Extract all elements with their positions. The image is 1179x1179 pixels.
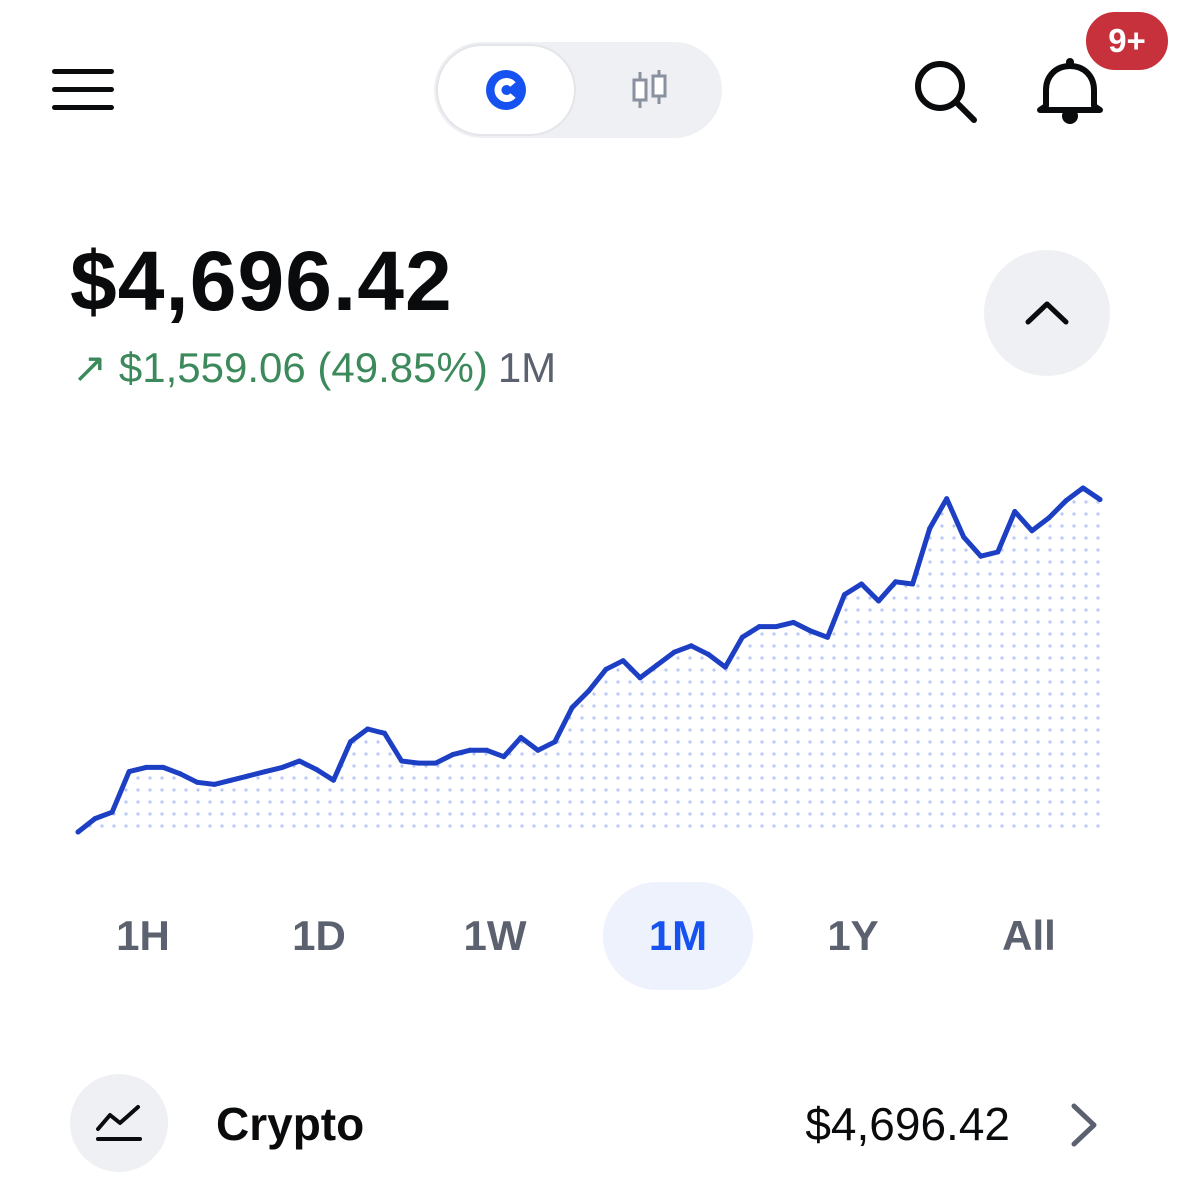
- portfolio-change: ↗ $1,559.06 (49.85%) 1M: [72, 342, 556, 394]
- chart-point: [279, 764, 285, 770]
- candlestick-icon: [632, 70, 667, 108]
- chart-point: [433, 760, 439, 766]
- chevron-right-icon: [1071, 1103, 1097, 1147]
- chart-point: [314, 767, 319, 772]
- chart-point: [773, 624, 779, 630]
- collapse-button[interactable]: [984, 250, 1110, 376]
- chart-point: [535, 747, 541, 753]
- chart-point: [688, 643, 694, 649]
- change-period: 1M: [497, 344, 557, 391]
- bell-icon: [1037, 58, 1103, 124]
- change-amount: $1,559.06 (49.85%): [118, 344, 488, 391]
- chart-point: [75, 829, 81, 835]
- chart-point: [654, 662, 660, 668]
- chart-point: [893, 579, 899, 585]
- chart-line-icon: [70, 1074, 168, 1172]
- asset-row-crypto[interactable]: Crypto $4,696.42: [70, 1074, 1110, 1174]
- chart-point: [961, 534, 967, 540]
- chart-point: [365, 726, 371, 732]
- chart-point: [927, 526, 933, 531]
- chart-point: [569, 705, 575, 711]
- chart-point: [399, 758, 405, 764]
- portfolio-chart[interactable]: [0, 460, 1179, 860]
- chart-point: [825, 634, 830, 640]
- chart-point: [450, 752, 456, 758]
- chart-point: [245, 773, 251, 779]
- chart-point: [177, 771, 183, 777]
- chart-point: [842, 592, 847, 598]
- coinbase-logo-icon: [486, 70, 526, 110]
- chart-point: [467, 747, 473, 753]
- chart-point: [790, 619, 796, 625]
- chart-point: [518, 735, 524, 740]
- chart-point: [211, 781, 217, 787]
- toggle-trade[interactable]: [580, 42, 720, 138]
- chart-points: [75, 485, 1103, 835]
- range-1m[interactable]: 1M: [603, 882, 753, 990]
- time-range-selector: 1H 1D 1W 1M 1Y All: [56, 882, 1126, 992]
- menu-line: [52, 105, 114, 110]
- menu-line: [52, 87, 114, 92]
- chart-point: [348, 739, 353, 745]
- chart-point: [637, 675, 643, 681]
- chart-point: [995, 549, 1001, 555]
- chart-point: [194, 779, 200, 785]
- chart-point: [331, 777, 336, 783]
- chart-point: [620, 658, 626, 664]
- chart-point: [1097, 497, 1103, 502]
- chart-point: [416, 760, 422, 766]
- chart-point: [876, 598, 882, 604]
- search-button[interactable]: [906, 52, 986, 132]
- notifications-button[interactable]: [1026, 50, 1116, 140]
- chart-point: [910, 581, 916, 587]
- chart-point: [262, 769, 268, 775]
- menu-line: [52, 69, 114, 74]
- chart-point: [552, 739, 558, 745]
- chart-point: [143, 764, 149, 770]
- chart-point: [228, 777, 234, 783]
- chart-point: [484, 747, 490, 753]
- chart-point: [160, 764, 166, 770]
- portfolio-balance: $4,696.42: [70, 234, 453, 328]
- chart-point: [603, 666, 609, 672]
- menu-button[interactable]: [52, 66, 116, 114]
- range-1w[interactable]: 1W: [463, 912, 527, 959]
- chart-point: [109, 809, 115, 815]
- chart-point: [705, 651, 711, 657]
- chart-point: [756, 624, 762, 630]
- chart-point: [671, 649, 677, 655]
- asset-value: $4,696.42: [805, 1098, 1010, 1150]
- notification-badge: 9+: [1082, 8, 1172, 74]
- chart-point: [501, 754, 507, 760]
- view-toggle: [434, 42, 722, 138]
- chart-point: [1063, 498, 1069, 504]
- chart-area-fill: [78, 488, 1100, 832]
- chart-point: [944, 496, 950, 502]
- chart-point: [296, 758, 302, 764]
- chart-point: [739, 634, 745, 640]
- chart-point: [1029, 528, 1035, 534]
- search-icon: [915, 61, 977, 123]
- chevron-up-icon: [1025, 301, 1069, 325]
- chart-point: [807, 628, 813, 634]
- range-1y[interactable]: 1Y: [827, 912, 879, 959]
- chart-point: [1012, 509, 1018, 514]
- chart-point: [1046, 515, 1052, 521]
- chart-point: [126, 769, 132, 775]
- chart-point: [722, 664, 728, 670]
- chart-point: [586, 688, 592, 694]
- chart-point: [92, 816, 98, 822]
- range-all[interactable]: All: [1002, 912, 1056, 959]
- asset-label: Crypto: [216, 1098, 365, 1150]
- chart-point: [382, 730, 388, 736]
- toggle-coinbase[interactable]: [436, 44, 576, 136]
- chart-point: [1080, 485, 1086, 491]
- range-1d[interactable]: 1D: [292, 912, 346, 959]
- trend-up-icon: ↗: [72, 344, 108, 391]
- range-1h[interactable]: 1H: [116, 912, 170, 959]
- chart-point: [978, 553, 984, 559]
- chart-point: [859, 581, 864, 587]
